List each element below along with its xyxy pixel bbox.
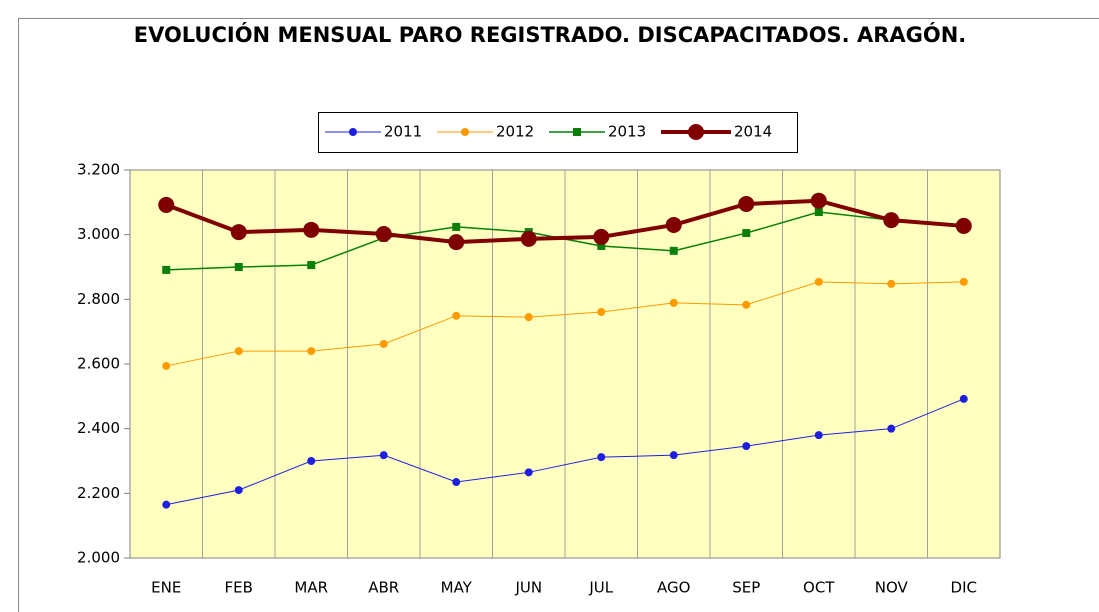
data-point — [814, 208, 823, 217]
legend-marker — [349, 128, 357, 136]
data-point — [375, 226, 392, 243]
legend-marker — [688, 124, 704, 140]
data-point — [379, 339, 388, 348]
y-tick-label: 2.200 — [77, 484, 120, 502]
data-point — [520, 230, 537, 247]
data-point — [307, 261, 316, 270]
legend-label: 2014 — [734, 123, 772, 141]
chart-frame — [18, 18, 1099, 612]
data-point — [883, 212, 900, 229]
data-point — [959, 394, 968, 403]
data-point — [887, 279, 896, 288]
legend-label: 2013 — [608, 123, 646, 141]
data-point — [452, 311, 461, 320]
data-point — [738, 195, 755, 212]
data-point — [597, 307, 606, 316]
data-point — [524, 468, 533, 477]
data-point — [307, 347, 316, 356]
data-point — [742, 300, 751, 309]
data-point — [230, 224, 247, 241]
x-tick-label: SEP — [732, 579, 760, 597]
y-tick-label: 3.000 — [77, 225, 120, 243]
data-point — [452, 478, 461, 487]
x-tick-label: MAY — [441, 579, 473, 597]
x-tick-label: FEB — [225, 579, 253, 597]
legend-label: 2011 — [384, 123, 422, 141]
data-point — [742, 229, 751, 238]
data-point — [669, 246, 678, 255]
data-point — [742, 442, 751, 451]
data-point — [307, 457, 316, 465]
y-tick-label: 2.400 — [77, 419, 120, 437]
data-point — [593, 228, 610, 245]
data-point — [162, 265, 171, 274]
data-point — [959, 277, 968, 286]
legend-label: 2012 — [496, 123, 534, 141]
y-tick-label: 2.800 — [77, 290, 120, 308]
data-point — [448, 234, 465, 251]
y-tick-label: 3.200 — [77, 161, 120, 179]
data-point — [814, 431, 823, 440]
data-point — [234, 263, 243, 271]
data-point — [814, 277, 823, 286]
x-tick-label: MAR — [294, 579, 328, 597]
x-tick-label: JUL — [588, 579, 613, 597]
data-point — [669, 451, 678, 460]
x-tick-label: NOV — [875, 579, 909, 597]
legend: 2011 2012 2013 2014 — [318, 112, 798, 153]
data-point — [810, 192, 827, 209]
data-point — [234, 486, 243, 495]
data-point — [955, 217, 972, 234]
y-tick-label: 2.000 — [77, 549, 120, 567]
data-point — [665, 216, 682, 233]
data-point — [158, 196, 175, 213]
data-point — [303, 221, 320, 238]
data-point — [162, 361, 171, 370]
legend-marker — [461, 128, 469, 136]
legend-marker — [573, 128, 581, 136]
x-tick-label: ENE — [151, 579, 181, 597]
x-tick-label: ABR — [368, 579, 399, 597]
data-point — [597, 453, 606, 462]
y-tick-label: 2.600 — [77, 355, 120, 373]
x-tick-label: JUN — [514, 579, 542, 597]
data-point — [162, 500, 171, 509]
data-point — [887, 424, 896, 433]
data-point — [524, 313, 533, 322]
series-line — [166, 398, 964, 506]
x-tick-label: AGO — [657, 579, 690, 597]
data-point — [379, 451, 388, 460]
data-point — [452, 222, 461, 231]
data-point — [597, 241, 606, 250]
data-point — [669, 298, 678, 307]
x-tick-label: DIC — [951, 579, 977, 597]
x-tick-label: OCT — [803, 579, 835, 597]
chart-title: EVOLUCIÓN MENSUAL PARO REGISTRADO. DISCA… — [133, 23, 967, 47]
series-line — [165, 198, 964, 245]
data-point — [234, 347, 243, 356]
series-line — [166, 281, 964, 367]
